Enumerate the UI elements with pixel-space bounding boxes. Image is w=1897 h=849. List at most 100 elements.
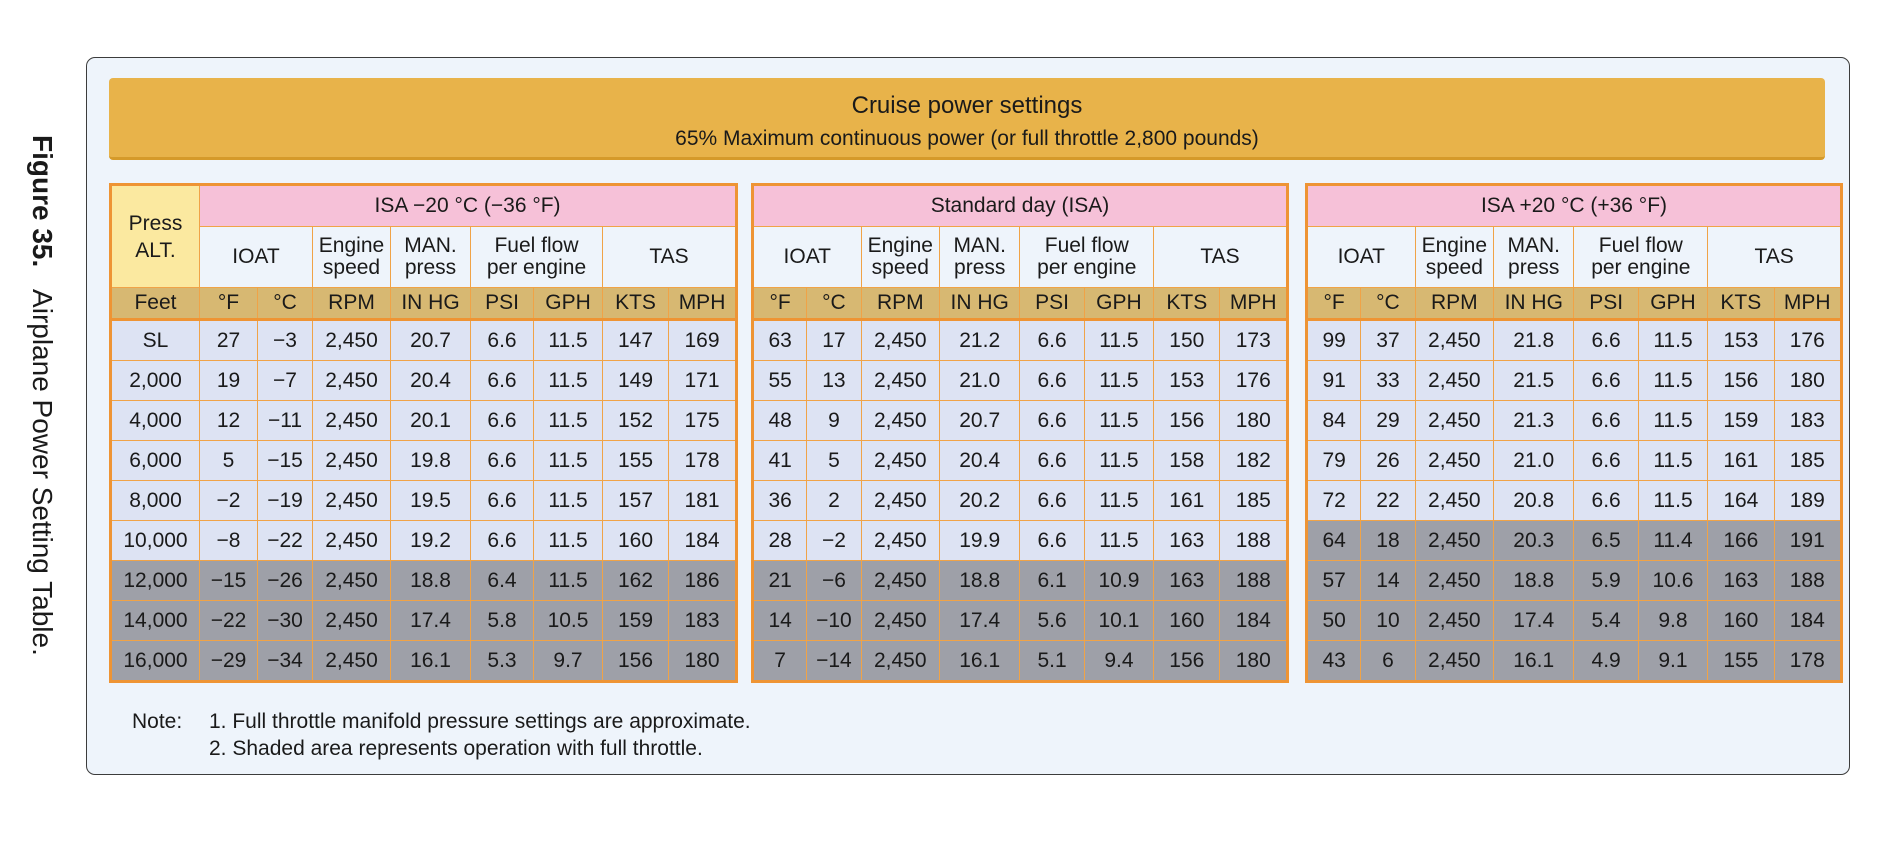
- engine-rpm-cell: 2,450: [312, 560, 391, 601]
- tas-kts-cell: 153: [1707, 319, 1775, 361]
- man-press-inhg-cell: 21.0: [938, 360, 1021, 401]
- engine-rpm-cell: 2,450: [860, 600, 940, 641]
- man-press-inhg-cell: 20.2: [938, 480, 1021, 521]
- table-row: 72 22 2,450 20.8 6.6 11.5 164 189: [1305, 480, 1843, 521]
- fuel-gph-cell: 11.5: [533, 480, 603, 521]
- fuel-gph-cell: 9.4: [1083, 640, 1155, 682]
- man-press-inhg-cell: 20.3: [1493, 520, 1575, 561]
- engine-rpm-cell: 2,450: [1414, 600, 1495, 641]
- fuel-psi-cell: 6.6: [470, 319, 534, 361]
- tas-kts-cell: 160: [602, 520, 669, 561]
- press-alt-header: Press ALT.: [110, 184, 200, 288]
- tas-kts-cell: 163: [1707, 560, 1775, 601]
- ioat-c-cell: −19: [257, 480, 313, 521]
- col-header-fuel-flow: Fuel flow per engine: [1573, 226, 1709, 288]
- tas-kts-cell: 159: [602, 600, 669, 641]
- man-press-inhg-cell: 20.7: [390, 319, 471, 361]
- col-header-man-press: MAN. press: [1493, 226, 1575, 288]
- figure-caption: Figure 35. Airplane Power Setting Table.: [18, 135, 66, 735]
- man-press-inhg-cell: 18.8: [1493, 560, 1575, 601]
- man-press-inhg-cell: 18.8: [390, 560, 471, 601]
- unit-f: °F: [1305, 287, 1362, 320]
- col-header-man-press: MAN. press: [938, 226, 1021, 288]
- col-header-ioat: IOAT: [1306, 226, 1416, 288]
- engine-rpm-cell: 2,450: [1414, 400, 1495, 441]
- tas-kts-cell: 149: [602, 360, 669, 401]
- engine-rpm-cell: 2,450: [312, 520, 391, 561]
- tas-kts-cell: 157: [602, 480, 669, 521]
- ioat-f-cell: −22: [199, 600, 258, 641]
- fuel-gph-cell: 11.5: [1637, 319, 1709, 361]
- table-row: SL 27 −3 2,450 20.7 6.6 11.5 147 169: [110, 319, 738, 361]
- tas-mph-cell: 181: [667, 480, 738, 521]
- ioat-f-cell: 19: [199, 360, 258, 401]
- tas-mph-cell: 185: [1219, 480, 1288, 521]
- fuel-psi-cell: 6.6: [470, 400, 534, 441]
- fuel-psi-cell: 6.5: [1573, 520, 1639, 561]
- ioat-c-cell: −7: [257, 360, 313, 401]
- ioat-f-cell: 14: [751, 600, 808, 641]
- ioat-c-cell: 26: [1360, 440, 1416, 481]
- fuel-psi-cell: 6.6: [470, 480, 534, 521]
- engine-rpm-cell: 2,450: [312, 400, 391, 441]
- ioat-c-cell: 29: [1360, 400, 1416, 441]
- figure-title: Airplane Power Setting Table.: [27, 289, 58, 656]
- unit-kts: KTS: [602, 287, 669, 320]
- fuel-psi-cell: 6.6: [470, 520, 534, 561]
- fuel-gph-cell: 11.5: [1083, 400, 1155, 441]
- unit-c: °C: [257, 287, 313, 320]
- table-row: 64 18 2,450 20.3 6.5 11.4 166 191: [1305, 520, 1843, 561]
- unit-rpm: RPM: [1414, 287, 1495, 320]
- engine-rpm-cell: 2,450: [1414, 480, 1495, 521]
- tas-kts-cell: 155: [602, 440, 669, 481]
- col-header-engine-speed: Engine speed: [312, 226, 391, 288]
- ioat-f-cell: 27: [199, 319, 258, 361]
- engine-rpm-cell: 2,450: [1414, 440, 1495, 481]
- ioat-c-cell: 9: [806, 400, 862, 441]
- ioat-c-cell: 33: [1360, 360, 1416, 401]
- table-row: 63 17 2,450 21.2 6.6 11.5 150 173: [751, 319, 1288, 361]
- man-press-inhg-cell: 19.5: [390, 480, 471, 521]
- tas-kts-cell: 161: [1153, 480, 1221, 521]
- man-press-inhg-cell: 21.2: [938, 319, 1021, 361]
- ioat-f-cell: 28: [751, 520, 808, 561]
- fuel-psi-cell: 6.6: [1019, 400, 1085, 441]
- fuel-psi-cell: 6.6: [1573, 400, 1639, 441]
- tas-kts-cell: 160: [1707, 600, 1775, 641]
- press-alt-cell: 10,000: [110, 520, 200, 561]
- tas-kts-cell: 156: [602, 640, 669, 682]
- table-row: 21 −6 2,450 18.8 6.1 10.9 163 188: [751, 560, 1288, 601]
- ioat-f-cell: 50: [1305, 600, 1362, 641]
- tas-mph-cell: 176: [1773, 319, 1843, 361]
- tas-mph-cell: 171: [667, 360, 738, 401]
- man-press-inhg-cell: 16.1: [390, 640, 471, 682]
- engine-rpm-cell: 2,450: [860, 640, 940, 682]
- tas-mph-cell: 175: [667, 400, 738, 441]
- col-header-tas: TAS: [1707, 226, 1842, 288]
- tas-mph-cell: 180: [1219, 400, 1288, 441]
- ioat-f-cell: 5: [199, 440, 258, 481]
- section-title: ISA +20 °C (+36 °F): [1306, 184, 1842, 227]
- tas-mph-cell: 184: [1219, 600, 1288, 641]
- table-row: 8,000 −2 −19 2,450 19.5 6.6 11.5 157 181: [110, 480, 738, 521]
- col-header-engine-speed: Engine speed: [1414, 226, 1495, 288]
- unit-c: °C: [1360, 287, 1416, 320]
- ioat-f-cell: −29: [199, 640, 258, 682]
- ioat-f-cell: −2: [199, 480, 258, 521]
- col-header-engine-speed: Engine speed: [860, 226, 940, 288]
- ioat-c-cell: −34: [257, 640, 313, 682]
- man-press-inhg-cell: 20.1: [390, 400, 471, 441]
- man-press-inhg-cell: 21.3: [1493, 400, 1575, 441]
- col-header-man-press: MAN. press: [390, 226, 471, 288]
- tas-mph-cell: 178: [667, 440, 738, 481]
- table-row: 2,000 19 −7 2,450 20.4 6.6 11.5 149 171: [110, 360, 738, 401]
- col-header-fuel-flow: Fuel flow per engine: [470, 226, 603, 288]
- tas-mph-cell: 176: [1219, 360, 1288, 401]
- unit-row: °F °C RPM IN HG PSI GPH KTS MPH: [1305, 287, 1843, 320]
- unit-mph: MPH: [667, 287, 738, 320]
- unit-f: °F: [199, 287, 258, 320]
- fuel-gph-cell: 9.8: [1637, 600, 1709, 641]
- engine-rpm-cell: 2,450: [1414, 360, 1495, 401]
- man-press-inhg-cell: 17.4: [938, 600, 1021, 641]
- unit-row: °F °C RPM IN HG PSI GPH KTS MPH: [751, 287, 1288, 320]
